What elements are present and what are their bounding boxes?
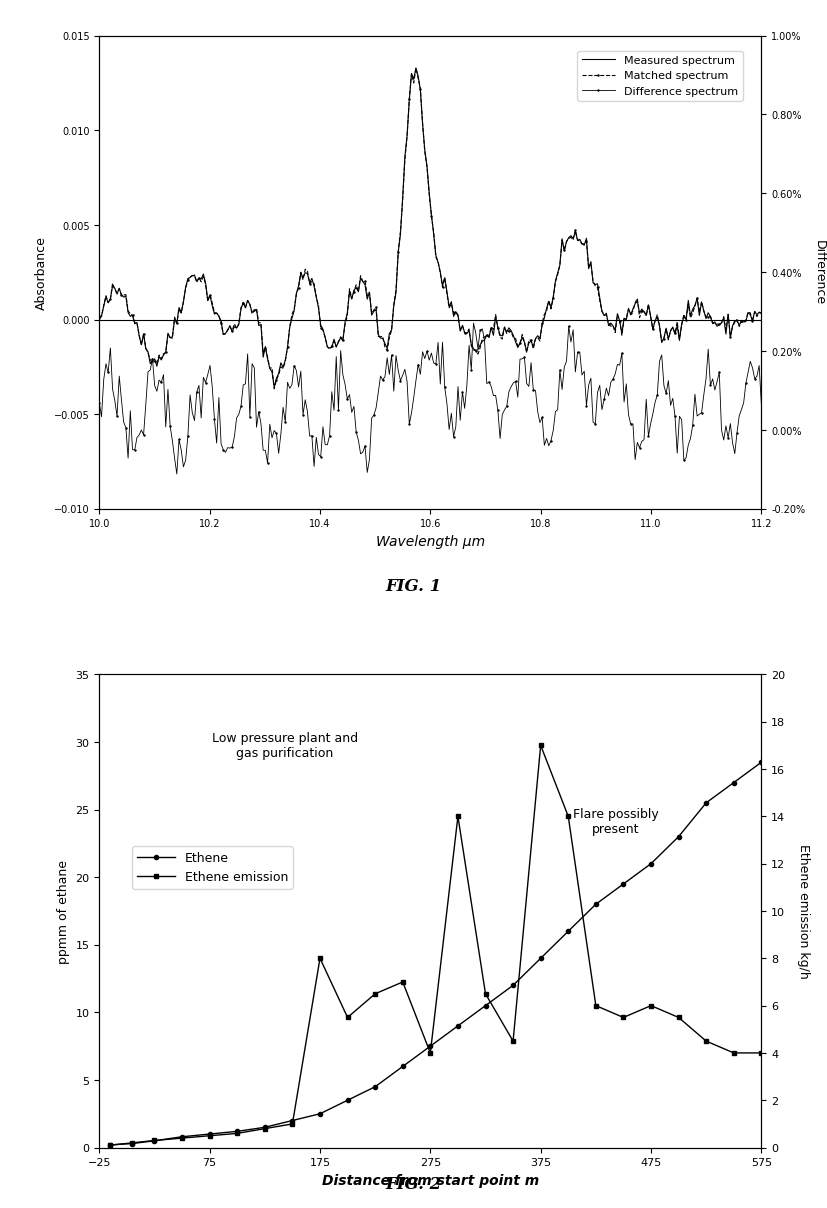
Ethene emission [673, 1010, 683, 1024]
Matched spectrum [269, 382, 279, 396]
Text: Low pressure plant and
gas purification: Low pressure plant and gas purification [212, 731, 357, 760]
Ethene emission [729, 1046, 739, 1061]
Ethene emission [590, 999, 600, 1014]
Difference spectrum [657, 348, 667, 362]
Difference spectrum [97, 410, 107, 424]
Ethene [756, 755, 766, 769]
Ethene [535, 951, 545, 965]
Difference spectrum [94, 396, 104, 411]
Ethene [452, 1018, 462, 1033]
Y-axis label: Absorbance: Absorbance [36, 236, 48, 309]
Line: Measured spectrum: Measured spectrum [99, 69, 761, 388]
Text: FIG. 1: FIG. 1 [385, 577, 442, 594]
Line: Ethene: Ethene [108, 760, 763, 1146]
Ethene [425, 1039, 435, 1053]
Ethene [729, 776, 739, 790]
Ethene emission [287, 1116, 297, 1131]
Ethene emission [150, 1133, 160, 1148]
Legend: Measured spectrum, Matched spectrum, Difference spectrum: Measured spectrum, Matched spectrum, Dif… [577, 51, 742, 101]
Measured spectrum [504, 321, 514, 336]
Matched spectrum [94, 312, 104, 326]
Measured spectrum [698, 304, 708, 319]
Ethene [342, 1093, 352, 1108]
Ethene emission [232, 1126, 242, 1140]
Ethene emission [342, 1010, 352, 1024]
Ethene [260, 1120, 270, 1134]
Ethene emission [452, 809, 462, 824]
Ethene emission [700, 1034, 710, 1049]
Measured spectrum [269, 381, 279, 395]
Line: Ethene emission: Ethene emission [108, 744, 763, 1148]
Ethene [563, 924, 573, 939]
Measured spectrum [756, 307, 766, 321]
Matched spectrum [411, 62, 421, 76]
Ethene emission [127, 1136, 137, 1150]
Ethene [127, 1137, 137, 1151]
Difference spectrum [172, 467, 182, 482]
Measured spectrum [94, 310, 104, 325]
Ethene [232, 1125, 242, 1139]
Matched spectrum [657, 335, 667, 349]
Matched spectrum [97, 310, 107, 325]
Line: Matched spectrum: Matched spectrum [98, 68, 762, 390]
Ethene emission [370, 987, 380, 1001]
Difference spectrum [493, 403, 503, 418]
Measured spectrum [97, 309, 107, 324]
Ethene [618, 877, 628, 892]
X-axis label: Distance from start point m: Distance from start point m [322, 1173, 538, 1186]
Ethene [480, 999, 490, 1014]
Difference spectrum [698, 388, 708, 402]
Ethene [105, 1138, 115, 1152]
Line: Difference spectrum: Difference spectrum [98, 323, 762, 476]
Ethene [370, 1080, 380, 1094]
Ethene [287, 1114, 297, 1128]
Ethene [673, 830, 683, 844]
Difference spectrum [504, 385, 514, 400]
Ethene emission [425, 1046, 435, 1061]
Difference spectrum [756, 397, 766, 412]
Matched spectrum [698, 304, 708, 319]
Y-axis label: Ethene emission kg/h: Ethene emission kg/h [796, 844, 810, 978]
Ethene emission [480, 987, 490, 1001]
Ethene [204, 1127, 214, 1142]
Ethene emission [177, 1131, 187, 1145]
Text: Flare possibly
present: Flare possibly present [572, 807, 658, 835]
Ethene emission [646, 999, 656, 1014]
Legend: Ethene, Ethene emission: Ethene, Ethene emission [132, 847, 293, 889]
Ethene [177, 1129, 187, 1144]
X-axis label: Wavelength μm: Wavelength μm [375, 534, 485, 548]
Ethene [590, 898, 600, 912]
Measured spectrum [411, 62, 421, 76]
Ethene emission [105, 1138, 115, 1152]
Difference spectrum [490, 389, 500, 403]
Ethene emission [756, 1046, 766, 1061]
Ethene emission [260, 1121, 270, 1136]
Ethene emission [618, 1010, 628, 1024]
Ethene [646, 856, 656, 871]
Y-axis label: Difference: Difference [812, 240, 825, 306]
Ethene [700, 796, 710, 811]
Ethene [508, 978, 518, 993]
Ethene emission [563, 809, 573, 824]
Matched spectrum [490, 308, 500, 323]
Ethene [150, 1133, 160, 1148]
Ethene emission [535, 738, 545, 753]
Ethene emission [398, 975, 408, 989]
Ethene [398, 1059, 408, 1074]
Matched spectrum [756, 306, 766, 320]
Difference spectrum [468, 316, 478, 331]
Ethene emission [204, 1128, 214, 1143]
Measured spectrum [493, 320, 503, 335]
Ethene [315, 1107, 325, 1121]
Ethene emission [508, 1034, 518, 1049]
Measured spectrum [490, 310, 500, 325]
Ethene emission [315, 951, 325, 965]
Measured spectrum [657, 336, 667, 350]
Text: FIG. 2: FIG. 2 [385, 1175, 442, 1192]
Y-axis label: ppmm of ethane: ppmm of ethane [57, 859, 69, 963]
Matched spectrum [493, 321, 503, 336]
Matched spectrum [504, 324, 514, 338]
